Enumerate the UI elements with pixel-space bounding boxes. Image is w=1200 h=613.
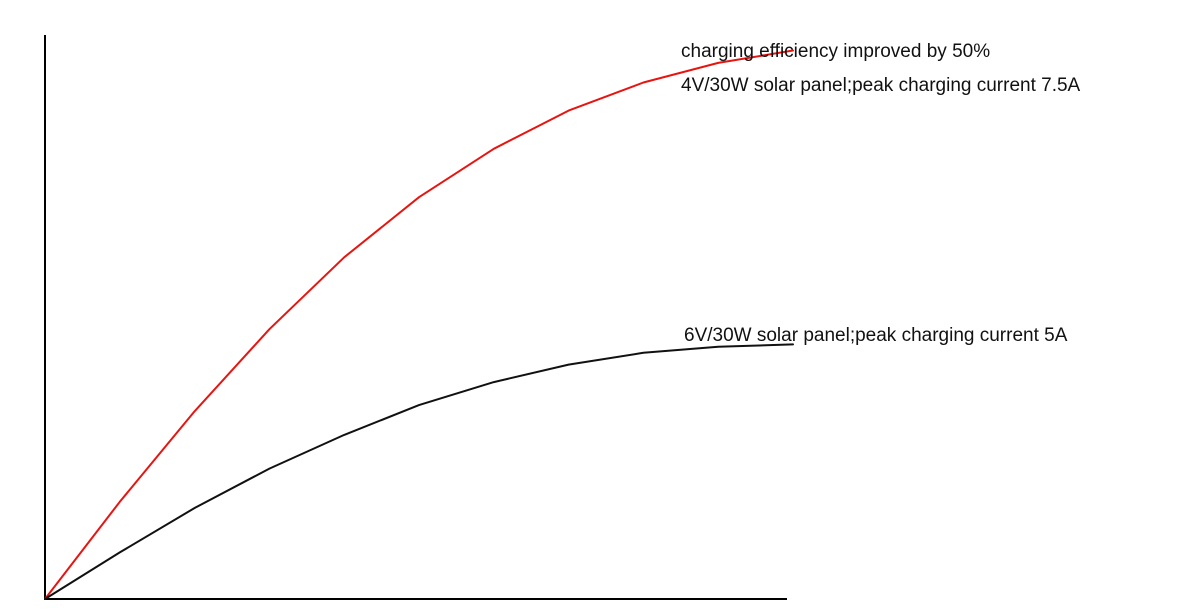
series-line-4v-30w xyxy=(44,49,794,600)
annotation-4v-30w-series-label: 4V/30W solar panel;peak charging current… xyxy=(681,75,1081,96)
annotation-6v-30w-series-label: 6V/30W solar panel;peak charging current… xyxy=(684,325,1068,346)
annotation-efficiency-improvement: charging efficiency improved by 50% xyxy=(681,41,990,62)
series-line-6v-30w xyxy=(44,343,794,600)
